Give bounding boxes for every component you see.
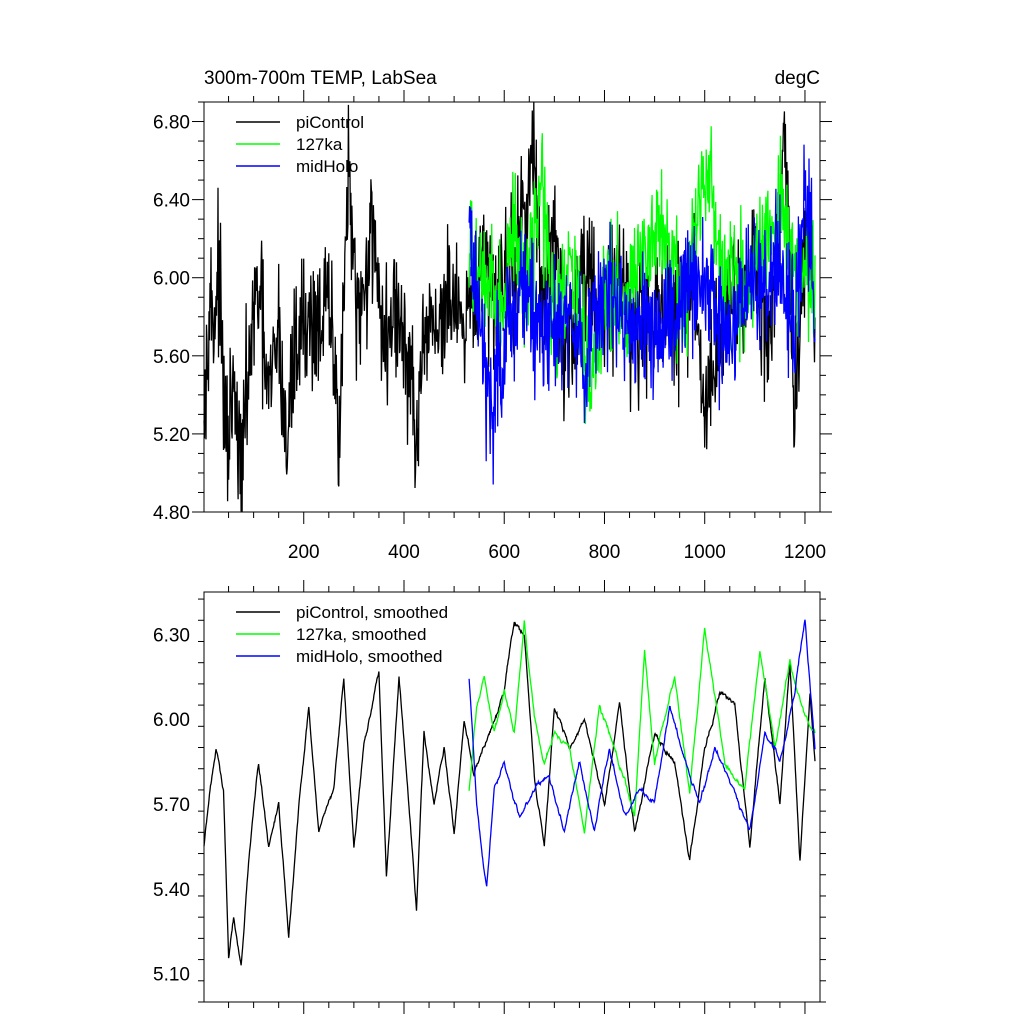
plot-frame [203,591,821,1003]
legend-label: piControl [296,113,364,132]
y-tick-label: 5.60 [153,347,190,368]
plot-frame [203,101,821,513]
legend-label: 127ka [296,135,343,154]
top-panel: 300m-700m TEMP, LabSea degC 4.80 5.20 5.60… [153,68,832,563]
plot-area: 4.80 5.20 5.60 6.00 6.40 6.80 200 400 600 800 1000… [153,90,832,563]
series-line-midHolo [468,619,816,887]
y-tick-label: 5.70 [153,795,190,816]
x-tick-label: 800 [589,542,621,563]
chart-title: 300m-700m TEMP, LabSea [204,68,437,89]
y-tick-label: 6.00 [153,710,190,731]
series-line-piControl [203,621,816,966]
series-line-127ka [468,126,816,424]
y-tick-label: 4.80 [153,503,190,524]
legend-label: 127ka, smoothed [296,625,426,644]
y-tick-label: 5.40 [153,880,190,901]
y-tick-label: 6.30 [153,625,190,646]
y-tick-label: 6.00 [153,269,190,290]
series-line-midHolo [468,144,816,485]
bottom-panel: 5.10 5.40 5.70 6.00 6.30 piControl, smoothed 1… [153,580,826,1014]
units-label: degC [775,68,820,89]
x-tick-label: 1000 [684,542,726,563]
x-tick-label: 200 [288,542,320,563]
series-line-127ka [468,620,816,834]
y-tick-label: 5.10 [153,965,190,986]
legend-label: midHolo, smoothed [296,647,442,666]
x-tick-label: 1200 [784,542,826,563]
legend-label: midHolo [296,157,358,176]
legend-label: piControl, smoothed [296,603,448,622]
x-tick-label: 400 [388,542,420,563]
y-tick-label: 6.80 [153,113,190,134]
y-tick-label: 6.40 [153,191,190,212]
plot-area: 5.10 5.40 5.70 6.00 6.30 piControl, smoothed 1… [153,580,826,1014]
x-tick-label: 600 [488,542,520,563]
y-tick-label: 5.20 [153,425,190,446]
